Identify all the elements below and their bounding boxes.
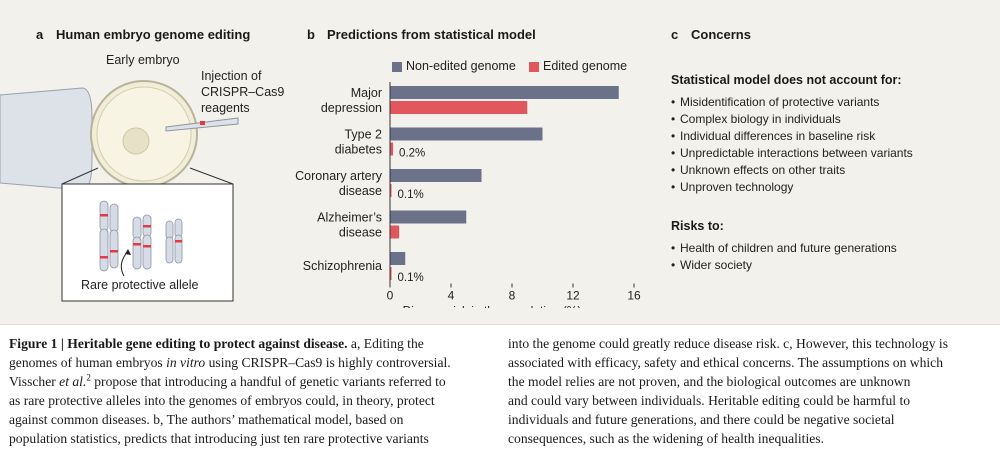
- risk-item: • Wider society: [671, 258, 753, 272]
- category-label: Alzheimer’s: [317, 211, 382, 225]
- category-label: diabetes: [335, 143, 382, 157]
- x-tick-label: 4: [448, 289, 455, 303]
- panel-c-letter: c: [671, 27, 679, 42]
- category-label: depression: [321, 101, 382, 115]
- x-tick-label: 8: [509, 289, 516, 303]
- concern-item: • Individual differences in baseline risk: [671, 129, 876, 143]
- chromosome-pair-2: [132, 214, 152, 270]
- x-axis-label: Disease risk in the population (%): [403, 304, 582, 309]
- caption-left-line-1: Figure 1 | Heritable gene editing to pro…: [9, 336, 424, 351]
- bar-non-edited: [390, 252, 406, 265]
- caption-left-line-4: as rare protective alleles into the geno…: [9, 393, 435, 408]
- panel-a-heading: a Human embryo genome editing: [36, 27, 250, 42]
- panel-a-letter: a: [36, 27, 44, 42]
- category-label: disease: [339, 184, 382, 198]
- caption-right-line-3: the model relies are not proven, and the…: [508, 374, 911, 389]
- legend-swatch-non-edited: [392, 62, 402, 72]
- figure-caption: Figure 1 | Heritable gene editing to pro…: [0, 334, 1000, 455]
- bar-non-edited: [390, 86, 619, 99]
- zoom-line-left: [61, 167, 99, 185]
- injection-label-line-2: CRISPR–Cas9: [201, 85, 285, 99]
- crispr-reagent: [200, 121, 205, 125]
- risk-item: • Health of children and future generatio…: [671, 241, 897, 255]
- injection-label-line-3: reagents: [201, 101, 250, 115]
- allele-label: Rare protective allele: [81, 278, 199, 292]
- early-embryo-label: Early embryo: [106, 53, 180, 67]
- panel-b-letter: b: [307, 27, 315, 42]
- embryo-illustration: [0, 80, 239, 302]
- caption-right-line-4: and could vary between individuals. Heri…: [508, 393, 911, 408]
- bar-non-edited: [390, 210, 467, 224]
- caption-right-line-5: individuals and future generations, and …: [508, 412, 895, 427]
- legend-swatch-edited: [529, 62, 539, 72]
- caption-left-line-6: population statistics, predicts that int…: [9, 431, 429, 446]
- bar-edited: [390, 184, 392, 197]
- data-label: 0.1%: [398, 272, 424, 284]
- embryo-nucleus: [122, 127, 150, 155]
- category-label: Type 2: [344, 128, 382, 142]
- x-tick-label: 0: [387, 289, 394, 303]
- panel-a-title: Human embryo genome editing: [56, 27, 251, 42]
- allele-pointer-arrowhead: [125, 249, 131, 255]
- panel-b-title: Predictions from statistical model: [327, 27, 536, 42]
- panel-b-heading: b Predictions from statistical model: [307, 27, 536, 42]
- bar-non-edited: [390, 169, 482, 182]
- caption-left-line-3: Visscher et al.2 propose that introducin…: [9, 372, 446, 389]
- concern-item: • Unpredictable interactions between vari…: [671, 146, 913, 160]
- category-label: Schizophrenia: [303, 259, 382, 273]
- legend-label-non-edited: Non-edited genome: [406, 59, 516, 73]
- chromosome-pair-3: [165, 218, 183, 264]
- panel-c-title: Concerns: [691, 27, 751, 42]
- figure-panel: a Human embryo genome editing Early embry…: [0, 0, 1000, 325]
- category-label: Coronary artery: [295, 169, 383, 183]
- concern-item: • Unproven technology: [671, 180, 794, 194]
- model-heading: Statistical model does not account for:: [671, 73, 902, 87]
- data-label: 0.1%: [398, 189, 424, 201]
- category-label: Major: [351, 86, 382, 100]
- zoom-line-right: [189, 167, 234, 185]
- legend-label-edited: Edited genome: [543, 59, 628, 73]
- caption-right-line-6: consequences, such as the widening of he…: [508, 431, 824, 446]
- caption-left-line-5: against common diseases. b, The authors’…: [9, 412, 404, 427]
- concern-item: • Unknown effects on other traits: [671, 163, 846, 177]
- caption-right-line-2: associated with efficacy, safety and eth…: [508, 355, 943, 370]
- holding-pipette: [0, 87, 93, 191]
- caption-right-line-1: into the genome could greatly reduce dis…: [508, 336, 948, 351]
- concern-item: • Complex biology in individuals: [671, 112, 841, 126]
- x-tick-label: 12: [566, 289, 580, 303]
- bar-edited: [390, 267, 392, 280]
- bar-edited: [390, 142, 394, 156]
- caption-label: Figure 1 | Heritable gene editing to pro…: [9, 336, 348, 351]
- risks-heading: Risks to:: [671, 219, 724, 233]
- category-label: disease: [339, 226, 382, 240]
- panel-c-heading: c Concerns: [671, 27, 751, 42]
- bar-edited: [390, 101, 528, 114]
- x-tick-label: 16: [627, 289, 641, 303]
- bar-non-edited: [390, 127, 543, 141]
- injection-label-line-1: Injection of: [201, 69, 262, 83]
- bar-edited: [390, 225, 400, 239]
- caption-left-line-2: genomes of human embryos in vitro using …: [9, 355, 451, 370]
- data-label: 0.2%: [399, 148, 425, 160]
- concern-item: • Misidentification of protective variant…: [671, 95, 880, 109]
- chromosome-pair-1: [99, 200, 119, 272]
